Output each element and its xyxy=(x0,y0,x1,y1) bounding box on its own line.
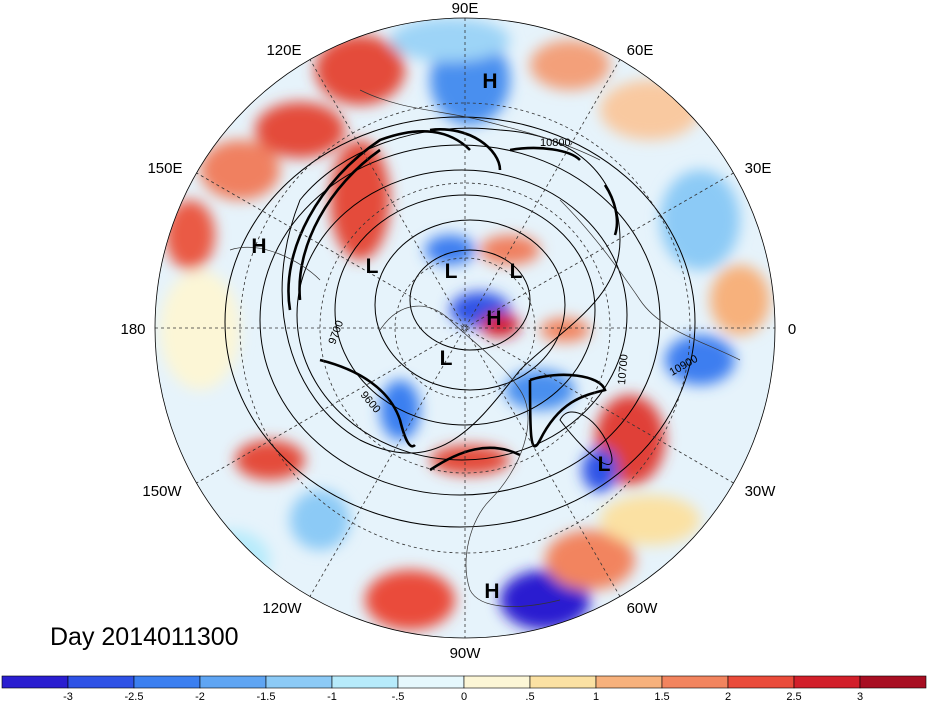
contour-value-label: 10700 xyxy=(616,354,631,386)
colorbar-swatch xyxy=(595,675,663,689)
colorbar-swatch xyxy=(793,675,861,689)
longitude-labels: 90E 60E 30E 0 30W 60W 90W 120W 150W 180 … xyxy=(120,0,796,662)
lon-label: 120W xyxy=(262,600,302,617)
colorbar-tick-label: -.5 xyxy=(392,691,405,702)
high-pressure-marker: H xyxy=(251,235,266,258)
jet-contours xyxy=(287,128,619,472)
colorbar-tick-label: 2 xyxy=(725,691,731,702)
colorbar-tick-label: .5 xyxy=(525,691,534,702)
colorbar-swatch xyxy=(67,675,135,689)
colorbar-tick-label: 3 xyxy=(857,691,863,702)
date-title: Day 2014011300 xyxy=(50,623,239,651)
lon-label: 60E xyxy=(627,42,654,59)
high-pressure-marker: H xyxy=(486,307,501,330)
colorbar-tick-label: -2.5 xyxy=(125,691,144,702)
colorbar: -3 -2.5 -2 -1.5 -1 -.5 0 .5 1 1.5 2 2.5 3 xyxy=(1,675,927,702)
colorbar-tick-label: 0 xyxy=(461,691,467,702)
colorbar-swatch xyxy=(331,675,399,689)
colorbar-tick-label: -1 xyxy=(327,691,337,702)
low-pressure-marker: L xyxy=(510,260,523,283)
anomaly-field xyxy=(155,18,775,638)
colorbar-swatch xyxy=(661,675,729,689)
colorbar-tick-label: 1 xyxy=(593,691,599,702)
low-pressure-marker: L xyxy=(445,260,458,283)
lon-label: 180 xyxy=(120,321,145,338)
lon-label: 0 xyxy=(788,321,796,338)
low-pressure-marker: L xyxy=(440,347,453,370)
colorbar-swatch xyxy=(133,675,201,689)
lon-label: 60W xyxy=(627,600,659,617)
coastlines xyxy=(229,89,741,607)
lon-label: 150W xyxy=(142,483,182,500)
low-pressure-marker: L xyxy=(598,453,611,476)
lon-label: 30E xyxy=(745,160,772,177)
colorbar-swatch xyxy=(397,675,465,689)
colorbar-swatch xyxy=(529,675,597,689)
colorbar-swatch xyxy=(463,675,531,689)
colorbar-swatch xyxy=(199,675,267,689)
lon-label: 120E xyxy=(266,42,301,59)
height-contours xyxy=(224,116,696,528)
colorbar-tick-label: -3 xyxy=(63,691,73,702)
colorbar-tick-label: 1.5 xyxy=(654,691,669,702)
lon-label: 30W xyxy=(745,483,777,500)
high-pressure-marker: H xyxy=(484,580,499,603)
colorbar-swatch xyxy=(859,675,927,689)
lon-label: 150E xyxy=(147,160,182,177)
low-pressure-marker: L xyxy=(366,255,379,278)
contour-value-label: 10800 xyxy=(540,137,571,149)
map-boundary xyxy=(154,17,776,639)
colorbar-swatch xyxy=(727,675,795,689)
lon-label: 90E xyxy=(452,0,479,17)
colorbar-tick-label: -2 xyxy=(195,691,205,702)
colorbar-tick-label: -1.5 xyxy=(257,691,276,702)
high-pressure-marker: H xyxy=(482,70,497,93)
graticule xyxy=(155,18,775,638)
lon-label: 90W xyxy=(450,645,482,662)
pressure-system-markers: H H L L L H L L H xyxy=(251,70,610,603)
colorbar-swatch xyxy=(265,675,333,689)
colorbar-tick-label: 2.5 xyxy=(786,691,801,702)
colorbar-swatch xyxy=(1,675,69,689)
